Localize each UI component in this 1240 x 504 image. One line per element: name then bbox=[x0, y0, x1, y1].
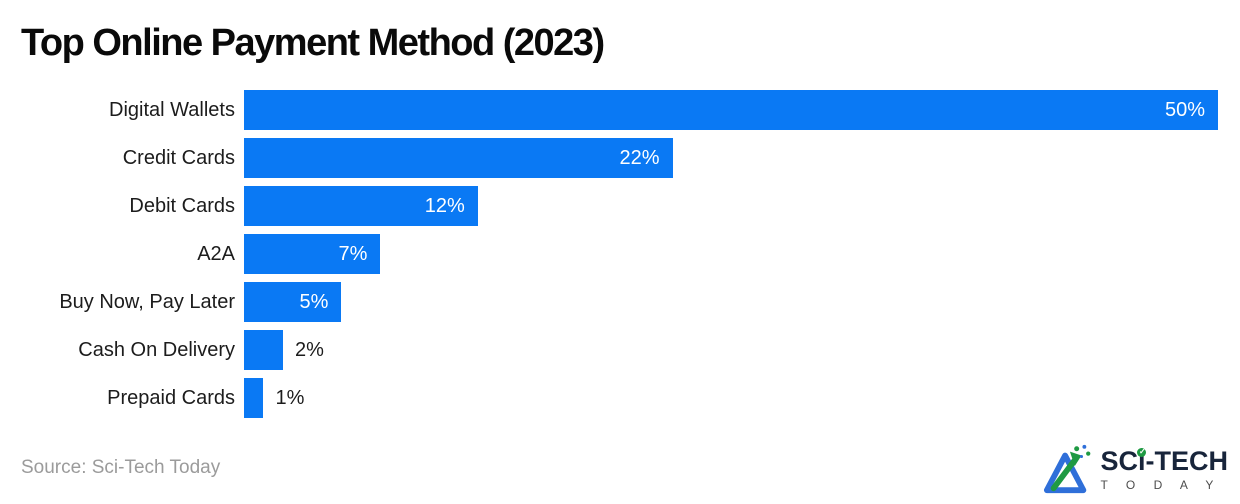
bar-row: Credit Cards 22% bbox=[0, 138, 1218, 178]
category-label: Buy Now, Pay Later bbox=[59, 290, 235, 313]
value-label: 2% bbox=[294, 339, 324, 361]
chart-title: Top Online Payment Method (2023) bbox=[21, 22, 605, 64]
bar-row: Digital Wallets 50% bbox=[0, 90, 1218, 130]
category-label: Credit Cards bbox=[122, 146, 235, 169]
logo-text-pre: SC bbox=[1100, 445, 1138, 476]
bar: 7% bbox=[244, 234, 381, 274]
bar-track: 12% bbox=[244, 186, 1218, 226]
bar-row: Prepaid Cards 1% bbox=[0, 378, 1218, 418]
category-label: Cash On Delivery bbox=[78, 338, 235, 361]
bar-track: 5% bbox=[244, 282, 1218, 322]
bar-row: Debit Cards 12% bbox=[0, 186, 1218, 226]
value-label: 50% bbox=[1164, 99, 1205, 121]
bar: 5% bbox=[244, 282, 342, 322]
category-label: Digital Wallets bbox=[109, 98, 235, 121]
bar-track: 7% bbox=[244, 234, 1218, 274]
logo-subtext: T O D A Y bbox=[1100, 477, 1221, 492]
bar-row: A2A 7% bbox=[0, 234, 1218, 274]
category-label: A2A bbox=[197, 242, 235, 265]
logo-text: SCı-TECH T O D A Y bbox=[1100, 447, 1228, 492]
value-label: 5% bbox=[299, 291, 329, 313]
bar-chart: Digital Wallets 50% Credit Cards 22% Debit C… bbox=[0, 90, 1218, 426]
bar: 50% bbox=[244, 90, 1218, 130]
logo-check-icon: ı bbox=[1137, 447, 1146, 475]
value-label: 12% bbox=[424, 195, 465, 217]
category-label: Prepaid Cards bbox=[107, 386, 235, 409]
bar-row: Buy Now, Pay Later 5% bbox=[0, 282, 1218, 322]
bar-track: 22% bbox=[244, 138, 1218, 178]
category-label: Debit Cards bbox=[129, 194, 235, 217]
bar: 12% bbox=[244, 186, 478, 226]
value-label: 1% bbox=[275, 387, 305, 409]
bar-track: 2% bbox=[244, 330, 1218, 370]
bar-row: Cash On Delivery 2% bbox=[0, 330, 1218, 370]
bar: 22% bbox=[244, 138, 673, 178]
bar bbox=[244, 378, 264, 418]
sci-tech-today-logo: SCı-TECH T O D A Y bbox=[1042, 443, 1228, 495]
logo-mountain-icon bbox=[1044, 444, 1091, 494]
value-label: 22% bbox=[619, 147, 660, 169]
value-label: 7% bbox=[338, 243, 368, 265]
source-note: Source: Sci-Tech Today bbox=[21, 457, 221, 478]
bar bbox=[244, 330, 283, 370]
logo-text-post: -TECH bbox=[1145, 445, 1229, 476]
logo-wordmark: SCı-TECH bbox=[1100, 447, 1228, 475]
bar-track: 50% bbox=[244, 90, 1218, 130]
bar-track: 1% bbox=[244, 378, 1218, 418]
